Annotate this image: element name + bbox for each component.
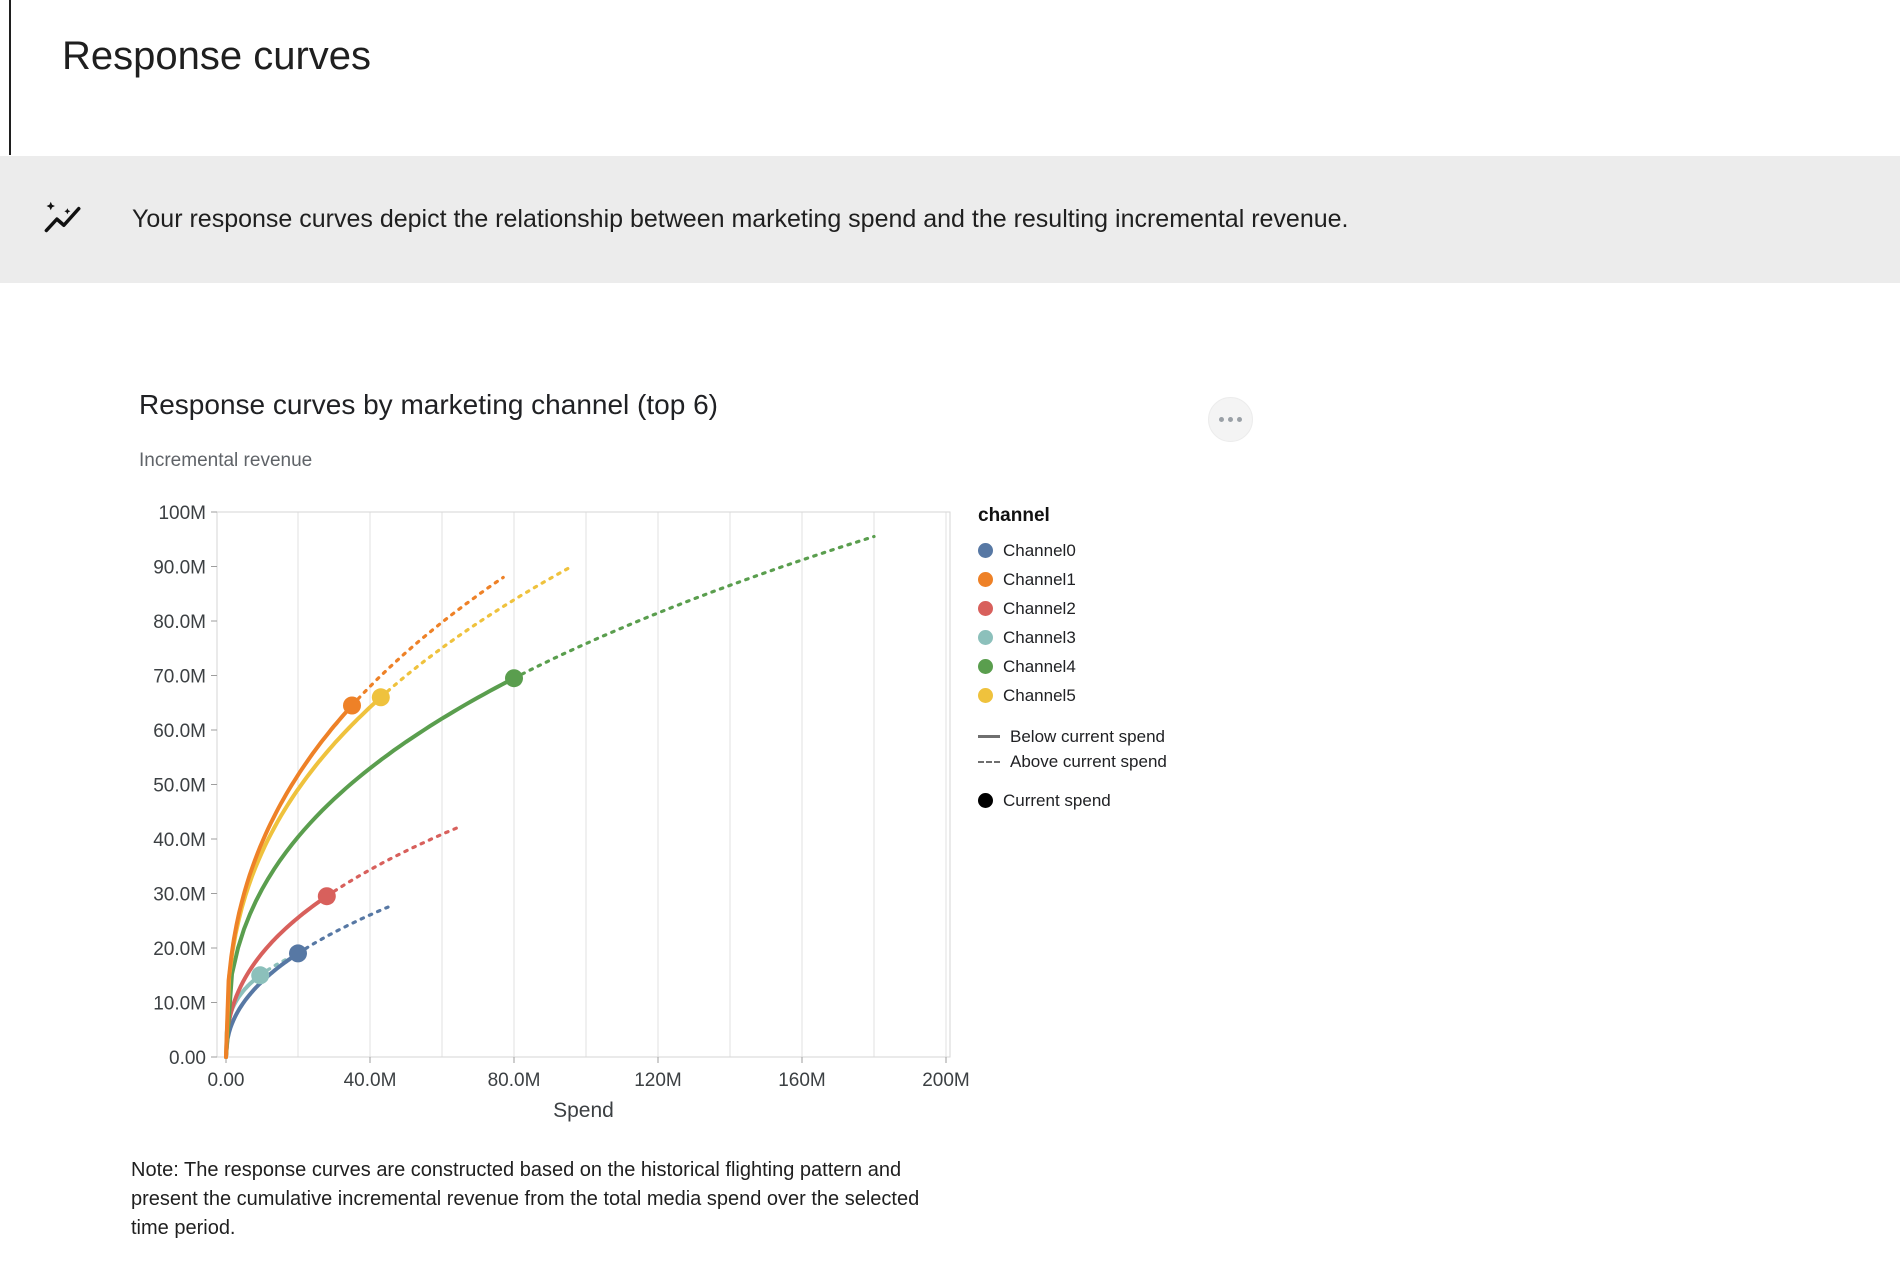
x-axis-title: Spend xyxy=(553,1099,614,1122)
current-spend-dot-icon xyxy=(978,793,993,808)
y-tick-label: 90.0M xyxy=(153,558,206,579)
legend-label-below: Below current spend xyxy=(1010,726,1165,746)
channel1-swatch-icon xyxy=(978,572,993,587)
banner-text: Your response curves depict the relation… xyxy=(132,205,1349,233)
current-spend-marker-channel2 xyxy=(317,887,336,906)
legend-item-channel5: Channel5 xyxy=(978,681,1167,710)
legend-separator xyxy=(978,710,1167,724)
legend-title: channel xyxy=(978,505,1050,526)
channel2-swatch-icon xyxy=(978,601,993,616)
current-spend-marker-channel1 xyxy=(343,696,361,715)
channel3-swatch-icon xyxy=(978,630,993,645)
y-tick-label: 40.0M xyxy=(153,830,206,851)
curve-solid-channel2 xyxy=(224,894,329,1059)
page-title: Response curves xyxy=(62,34,372,78)
y-tick-label: 60.0M xyxy=(153,721,206,742)
current-spend-marker-channel5 xyxy=(371,688,390,707)
window-edge xyxy=(9,0,11,155)
y-tick-label: 30.0M xyxy=(153,885,206,906)
curve-dashed-channel5 xyxy=(379,564,574,699)
legend-item-channel3: Channel3 xyxy=(978,623,1167,652)
more-options-button[interactable] xyxy=(1208,397,1253,442)
channel0-swatch-icon xyxy=(978,543,993,558)
curve-dashed-channel4 xyxy=(512,534,876,680)
current-spend-marker-channel3 xyxy=(251,966,270,985)
legend-label-channel1: Channel1 xyxy=(1003,569,1076,589)
current-spend-marker-channel0 xyxy=(289,944,307,963)
y-tick-label: 0.00 xyxy=(169,1048,206,1069)
legend-item-above-current-spend: Above current spend xyxy=(978,749,1167,774)
curve-dashed-channel0 xyxy=(296,905,390,955)
legend-separator xyxy=(978,774,1167,788)
current-spend-marker-channel4 xyxy=(505,669,523,688)
curve-dashed-channel1 xyxy=(350,575,505,708)
legend-label-channel5: Channel5 xyxy=(1003,685,1076,705)
legend-item-channel1: Channel1 xyxy=(978,565,1167,594)
curve-solid-channel1 xyxy=(224,703,354,1059)
x-tick-label: 80.0M xyxy=(488,1070,541,1091)
more-options-icon xyxy=(1219,417,1224,422)
y-tick-label: 70.0M xyxy=(153,667,206,688)
curve-solid-channel5 xyxy=(224,695,383,1059)
curve-solid-channel4 xyxy=(224,676,516,1059)
y-tick-label: 50.0M xyxy=(153,776,206,797)
legend-item-channel0: Channel0 xyxy=(978,536,1167,565)
curve-dashed-channel3 xyxy=(258,957,289,977)
legend-item-channel4: Channel4 xyxy=(978,652,1167,681)
x-tick-label: 40.0M xyxy=(344,1070,397,1091)
x-tick-label: 160M xyxy=(778,1070,826,1091)
insights-icon xyxy=(44,201,81,232)
legend-label-current: Current spend xyxy=(1003,790,1111,810)
x-tick-label: 200M xyxy=(922,1070,970,1091)
response-curves-chart[interactable]: 0.00 40.0M 80.0M 120M 160M 200M 0.00 10.0M 20.0M… xyxy=(140,492,980,1147)
info-banner: Your response curves depict the relation… xyxy=(0,156,1900,283)
dashed-line-icon xyxy=(978,760,1000,763)
y-axis-title: Incremental revenue xyxy=(139,450,313,471)
legend-item-current-spend: Current spend xyxy=(978,788,1167,813)
channel4-swatch-icon xyxy=(978,659,993,674)
y-tick-label: 10.0M xyxy=(153,994,206,1015)
legend-item-channel2: Channel2 xyxy=(978,594,1167,623)
solid-line-icon xyxy=(978,735,1000,738)
curve-dashed-channel2 xyxy=(325,826,458,898)
x-tick-label: 0.00 xyxy=(208,1070,245,1091)
chart-title: Response curves by marketing channel (to… xyxy=(139,389,718,420)
y-tick-label: 80.0M xyxy=(153,612,206,633)
legend-label-channel0: Channel0 xyxy=(1003,540,1076,560)
plot-border xyxy=(216,511,951,1058)
legend-label-channel4: Channel4 xyxy=(1003,656,1076,676)
chart-note: Note: The response curves are constructe… xyxy=(131,1159,920,1239)
y-tick-label: 100M xyxy=(158,503,206,524)
legend-label-channel2: Channel2 xyxy=(1003,598,1076,618)
channel5-swatch-icon xyxy=(978,688,993,703)
legend-label-above: Above current spend xyxy=(1010,751,1167,771)
y-tick-label: 20.0M xyxy=(153,939,206,960)
chart-legend: channel Channel0 Channel1 Channel2 Chann… xyxy=(978,505,1167,813)
x-tick-label: 120M xyxy=(634,1070,682,1091)
legend-item-below-current-spend: Below current spend xyxy=(978,724,1167,749)
legend-label-channel3: Channel3 xyxy=(1003,627,1076,647)
